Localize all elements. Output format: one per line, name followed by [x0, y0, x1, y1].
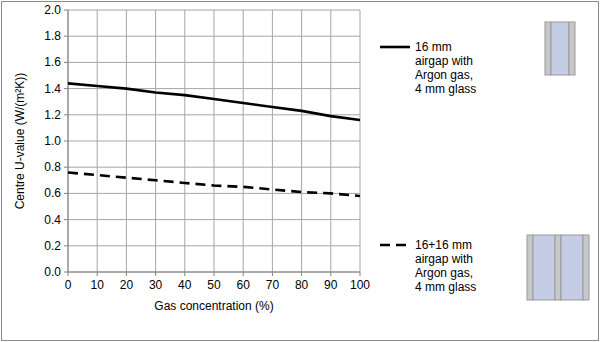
y-tick	[64, 245, 68, 246]
glazing-icon	[545, 22, 575, 75]
x-tick-label: 70	[266, 278, 280, 292]
x-tick	[97, 272, 98, 276]
y-tick-label: 1.4	[44, 82, 61, 96]
legend-label: 16 mmairgap withArgon gas,4 mm glass	[415, 40, 476, 96]
y-tick	[64, 141, 68, 142]
x-tick-label: 30	[149, 278, 163, 292]
y-tick	[64, 62, 68, 63]
x-tick	[301, 272, 302, 276]
y-tick-label: 2.0	[44, 3, 61, 17]
y-tick-label: 0.8	[44, 160, 61, 174]
y-tick	[64, 88, 68, 89]
y-axis	[68, 10, 69, 272]
chart-container: 0 10 20 30 40 50 60 70 80 90 100 0.0 0.2 0.4 0.6 0.8 1.0…	[0, 0, 600, 342]
series-line	[68, 172, 360, 196]
y-tick-label: 1.2	[44, 108, 61, 122]
x-axis	[68, 272, 360, 273]
y-grid-line	[68, 62, 360, 63]
x-tick	[360, 272, 361, 276]
x-grid-line	[68, 10, 69, 272]
x-tick-label: 50	[207, 278, 221, 292]
y-tick-label: 1.6	[44, 55, 61, 69]
plot-area	[68, 83, 360, 196]
x-tick-label: 80	[295, 278, 309, 292]
x-tick	[330, 272, 331, 276]
y-tick	[64, 114, 68, 115]
x-tick	[126, 272, 127, 276]
x-tick	[243, 272, 244, 276]
x-tick-label: 10	[91, 278, 105, 292]
x-tick	[214, 272, 215, 276]
series-line	[68, 83, 360, 120]
y-grid-line	[68, 245, 360, 246]
y-grid-line	[68, 36, 360, 37]
x-axis-label: Gas concentration (%)	[154, 299, 273, 313]
y-tick-label: 0.4	[44, 213, 61, 227]
x-tick-label: 0	[65, 278, 72, 292]
y-tick	[64, 193, 68, 194]
x-tick-label: 100	[350, 278, 370, 292]
y-tick	[64, 272, 68, 273]
y-grid-line	[68, 141, 360, 142]
x-tick	[184, 272, 185, 276]
legend-swatch	[380, 244, 410, 247]
y-tick-label: 0.2	[44, 239, 61, 253]
y-tick	[64, 219, 68, 220]
x-tick-label: 60	[237, 278, 251, 292]
x-tick	[155, 272, 156, 276]
x-tick	[272, 272, 273, 276]
y-tick-label: 0.6	[44, 186, 61, 200]
y-tick-label: 1.0	[44, 134, 61, 148]
legend-label: 16+16 mmairgap withArgon gas,4 mm glass	[415, 238, 476, 294]
x-tick	[68, 272, 69, 276]
chart-svg: 0 10 20 30 40 50 60 70 80 90 100 0.0 0.2 0.4 0.6 0.8 1.0…	[0, 0, 600, 342]
y-grid-line	[68, 272, 360, 273]
x-tick-label: 40	[178, 278, 192, 292]
y-axis-label: Centre U-value (W/(m²K))	[13, 73, 27, 210]
frame	[2, 2, 599, 341]
y-tick-label: 0.0	[44, 265, 61, 279]
glazing-icon	[527, 235, 589, 300]
y-grid-line	[68, 10, 360, 11]
y-tick	[64, 167, 68, 168]
y-tick	[64, 36, 68, 37]
y-grid-line	[68, 219, 360, 220]
x-tick-label: 20	[120, 278, 134, 292]
y-grid-line	[68, 167, 360, 168]
y-tick	[64, 10, 68, 11]
legend-swatch	[380, 46, 410, 49]
grid	[64, 10, 360, 276]
y-tick-label: 1.8	[44, 29, 61, 43]
x-tick-label: 90	[324, 278, 338, 292]
